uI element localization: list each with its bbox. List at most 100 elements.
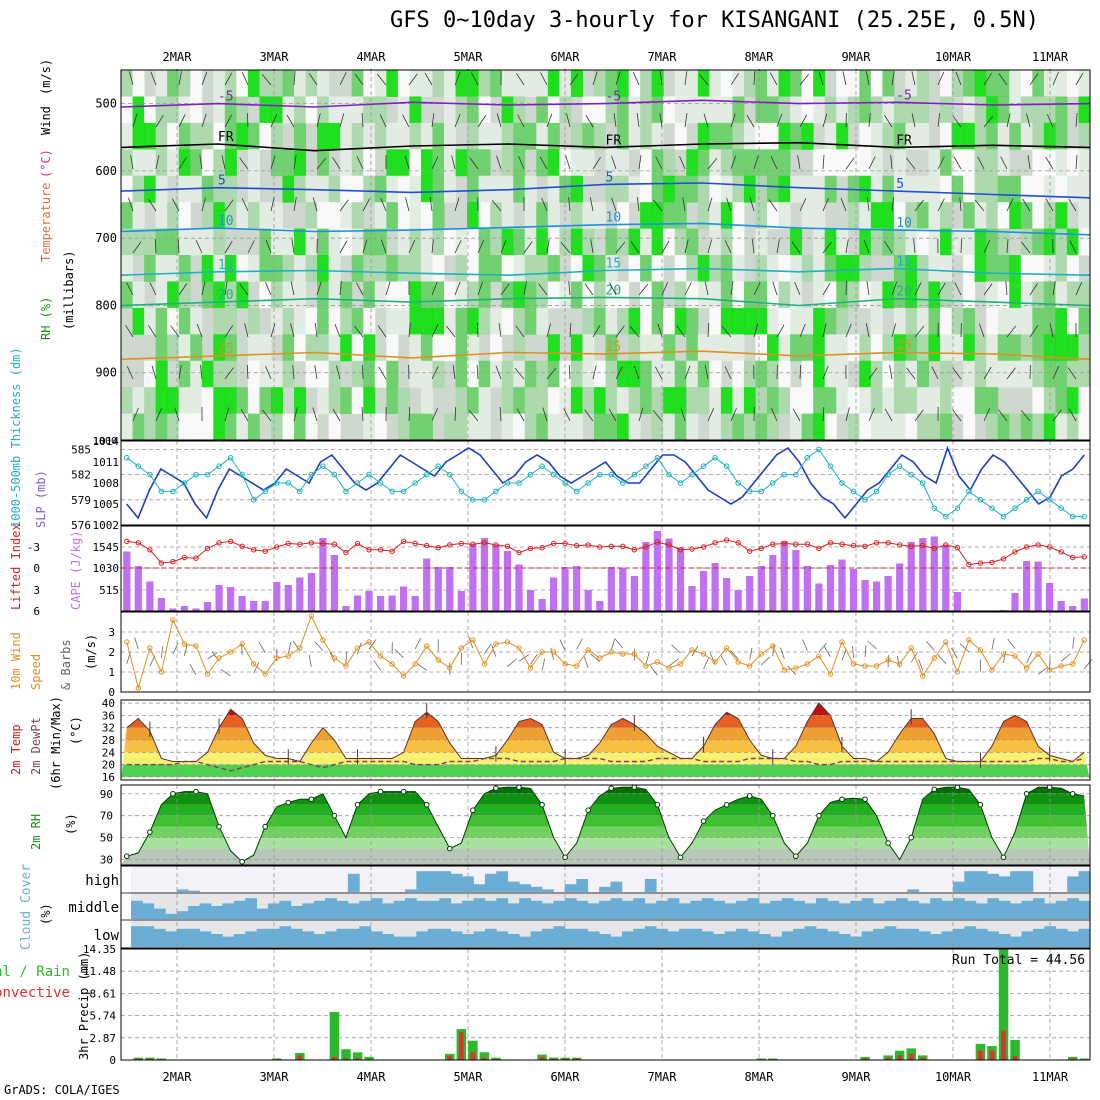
- wind-speed-marker: [862, 663, 868, 669]
- surface-wind-barb: [852, 645, 854, 658]
- date-label-top: 4MAR: [357, 50, 387, 64]
- wind-barb: [354, 73, 364, 86]
- rh-cell: [1020, 175, 1033, 203]
- wind-barb: [865, 71, 870, 86]
- rh-cell: [651, 122, 664, 150]
- rh-cell: [1009, 360, 1022, 388]
- rh-cell: [501, 387, 514, 415]
- thickness-marker: [804, 455, 811, 461]
- wind-barb: [822, 365, 829, 380]
- wind-barb: [1006, 198, 1014, 212]
- rh-cell: [767, 175, 780, 203]
- rh-cell: [386, 307, 399, 335]
- thickness-line: [126, 448, 1085, 518]
- rh-cell: [397, 307, 410, 335]
- wind-barb: [517, 114, 525, 128]
- rh-cell: [144, 255, 157, 282]
- wind-barb: [983, 72, 992, 86]
- rh-band: [121, 837, 1090, 849]
- rh-cell: [732, 387, 745, 415]
- rh-cell: [455, 228, 468, 256]
- thickness-marker: [1069, 513, 1076, 520]
- rh-cell: [813, 281, 826, 309]
- rh-cell: [570, 360, 583, 388]
- wind-barb: [584, 283, 594, 296]
- rh-cell: [593, 281, 606, 309]
- rh-cell: [1009, 334, 1022, 362]
- cloud-low-bar: [679, 928, 691, 947]
- cape-bar: [330, 555, 338, 611]
- date-label-top: 9MAR: [842, 50, 872, 64]
- cape-bar: [353, 595, 362, 611]
- rh-cell: [1055, 149, 1068, 177]
- cloud-middle-bar: [587, 903, 600, 919]
- cape-tick: 1545: [93, 541, 120, 554]
- wind-barb: [822, 323, 827, 338]
- cape-bar: [561, 567, 569, 611]
- rh-cell: [155, 70, 168, 97]
- rh-cell: [432, 149, 445, 177]
- rh-cell: [686, 307, 699, 335]
- rh-cell: [686, 70, 699, 97]
- precip-tick: 11.48: [83, 965, 116, 978]
- rh-cell: [940, 387, 953, 415]
- wind-speed-marker: [746, 663, 753, 669]
- cape-bar: [711, 563, 719, 611]
- rh-cell: [974, 255, 987, 282]
- rh-cell: [167, 255, 180, 282]
- cloud-middle-bar: [1078, 900, 1091, 919]
- rh-cell: [778, 307, 791, 335]
- thickness-marker: [366, 471, 372, 478]
- surface-wind-barb: [541, 658, 546, 671]
- rh-cell: [282, 413, 295, 441]
- surface-wind-barb: [576, 638, 583, 650]
- rh-cell: [813, 228, 826, 256]
- rh-cell: [397, 255, 410, 282]
- cloud-row-label: middle: [68, 900, 119, 916]
- rh-cell: [893, 334, 906, 362]
- thickness-marker: [1023, 497, 1030, 503]
- rh-cell: [801, 202, 814, 230]
- cloud-middle-bar: [816, 898, 828, 919]
- cape-bar: [1046, 583, 1054, 611]
- temp-panel-frame: [120, 699, 1091, 781]
- rh-cell: [640, 122, 653, 150]
- cape-bar: [227, 587, 235, 611]
- rh-cell: [478, 149, 491, 177]
- isotherm-label: 10: [606, 211, 622, 226]
- wind-barb: [952, 409, 962, 422]
- pressure-tick: 700: [95, 231, 117, 245]
- rh-cell: [294, 307, 307, 335]
- rh-cell: [836, 255, 849, 282]
- rh-cell: [893, 175, 906, 203]
- rh-cell: [513, 96, 526, 124]
- cape-bar: [250, 601, 258, 611]
- wind-barb: [1020, 409, 1031, 422]
- wind-barb: [1026, 113, 1031, 128]
- rh-cell: [409, 255, 422, 282]
- li-marker: [135, 540, 142, 546]
- rh-cell: [997, 334, 1010, 362]
- rh-cell: [720, 281, 733, 309]
- rh-cell: [836, 387, 849, 415]
- rh-cell: [801, 175, 814, 203]
- rh-cell: [1020, 281, 1033, 309]
- isotherm-label: 5: [606, 170, 614, 185]
- rh-cell: [755, 334, 768, 362]
- wind-barb: [1075, 72, 1084, 86]
- wind-speed-marker: [1069, 661, 1076, 667]
- rh-cell: [674, 281, 687, 309]
- isotherm-label: 25: [218, 342, 234, 357]
- rh-cell: [1078, 96, 1091, 124]
- precip-convective-bar: [562, 1058, 568, 1060]
- rh-cell: [132, 175, 145, 203]
- wind-barb: [615, 366, 623, 380]
- cloud-low-bar: [873, 928, 885, 947]
- li-marker: [204, 545, 211, 552]
- rh-cell: [847, 334, 860, 362]
- surface-wind-barb: [373, 660, 381, 671]
- rh-cell: [178, 228, 191, 256]
- wind-barb: [314, 323, 318, 338]
- rh-cell: [201, 281, 214, 309]
- wind-barb: [746, 114, 755, 128]
